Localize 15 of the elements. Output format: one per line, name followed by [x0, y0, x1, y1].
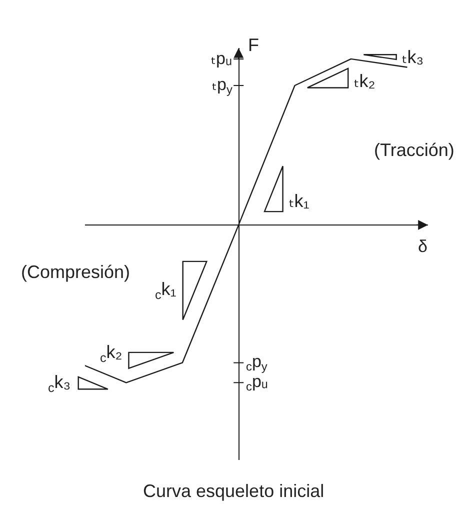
annotation: $_{c}$pᵤ: [246, 372, 268, 394]
y-axis-title: F: [248, 35, 259, 55]
text: Curva esqueleto inicial: [143, 481, 324, 501]
annotation: $_{c}$k₁: [155, 279, 176, 302]
text: $_{c}$k₃: [48, 372, 71, 395]
annotation: ₜk₃: [402, 47, 424, 67]
annotation: ₜk₂: [354, 71, 376, 91]
annotation: $_{c}$p$_{y}$: [246, 352, 268, 374]
annotation: $_{c}$k₂: [100, 342, 122, 365]
x-axis-title: δ: [418, 237, 428, 256]
annotation: (Tracción): [374, 140, 454, 160]
annotation: (Compresión): [21, 262, 130, 282]
annotation: ₜp$_{y}$: [212, 75, 232, 97]
annotation: ₜk₁: [289, 191, 310, 211]
annotation: ₜpᵤ: [211, 49, 232, 68]
